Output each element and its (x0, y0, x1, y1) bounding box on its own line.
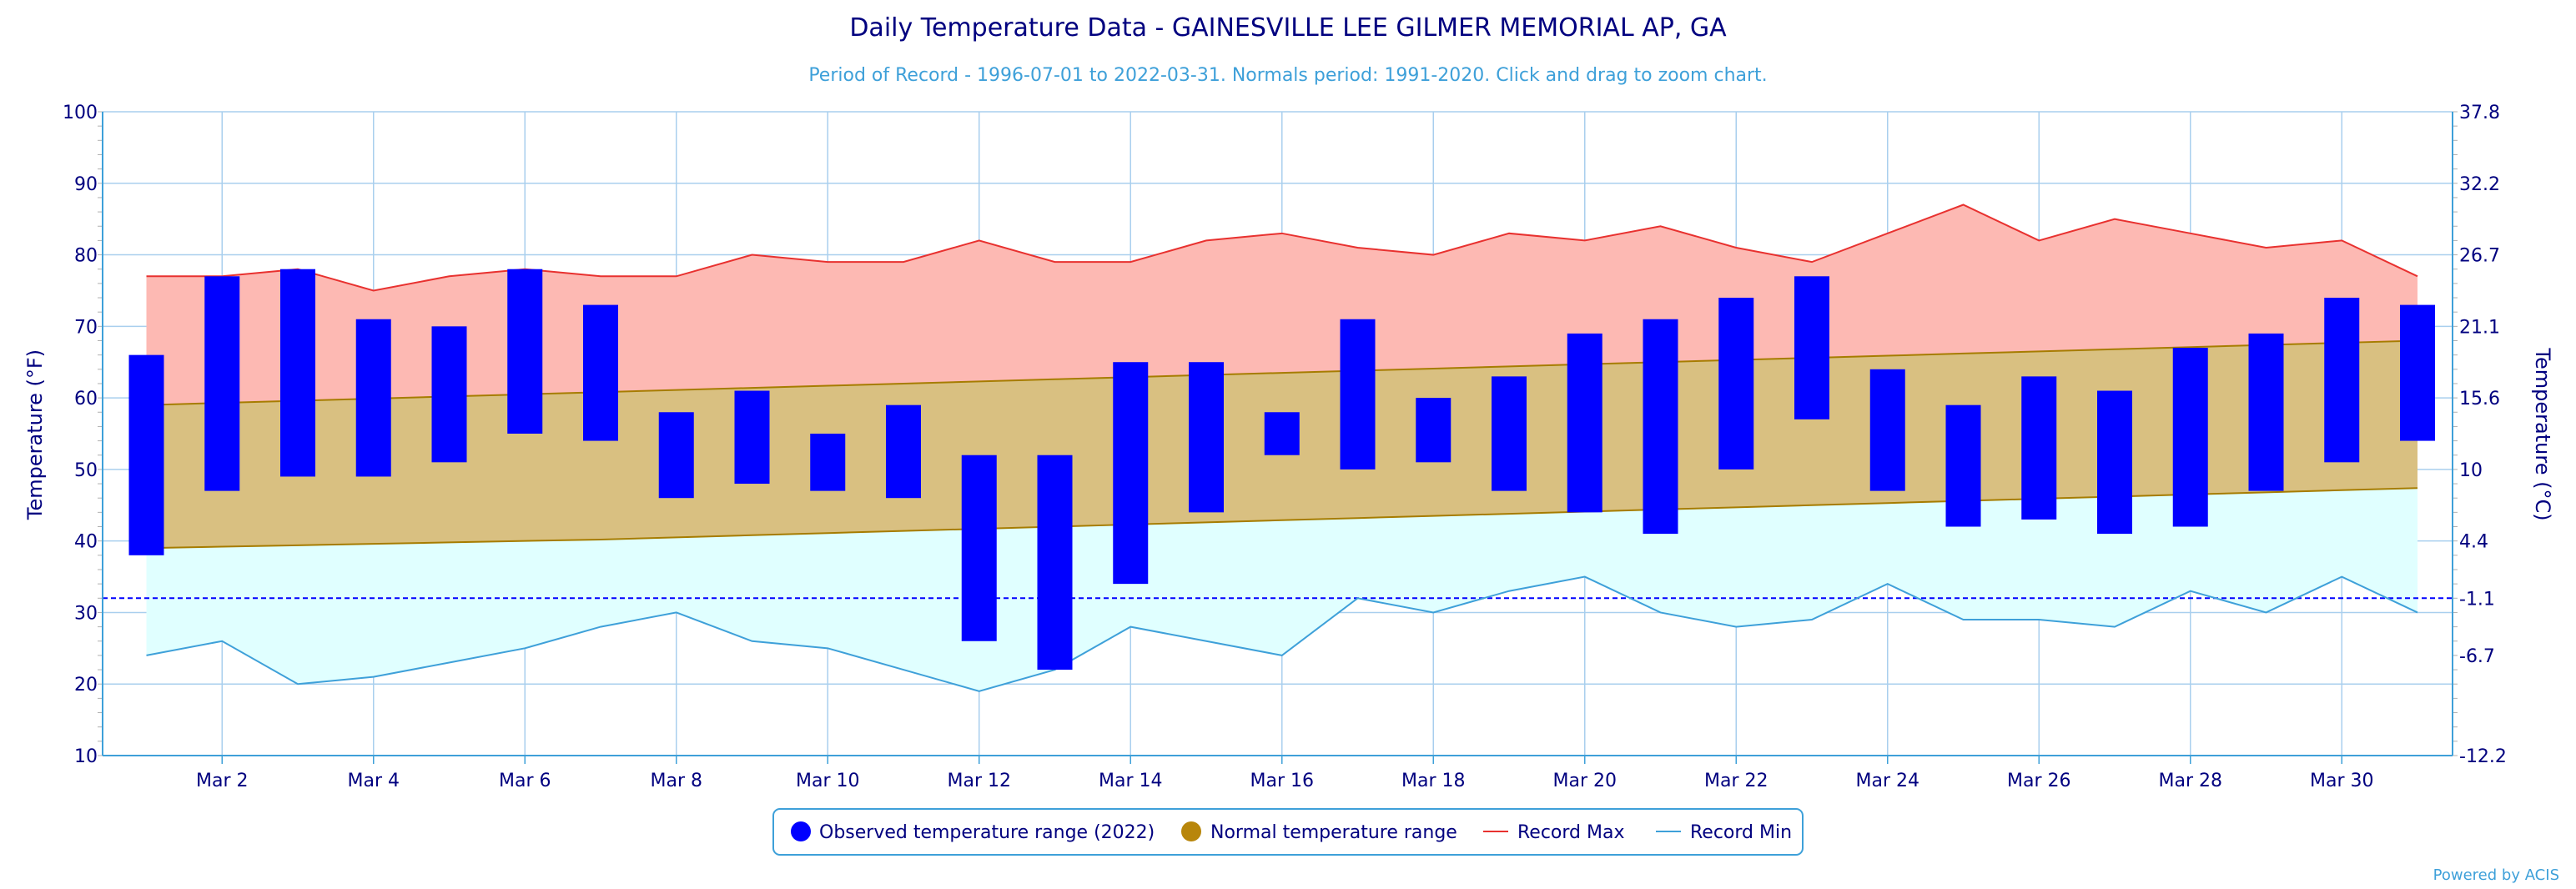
observed-bar-10 (810, 434, 846, 491)
x-tick-label: Mar 4 (348, 771, 400, 791)
x-tick-label: Mar 30 (2310, 771, 2374, 791)
y-tick-label-left: 20 (74, 675, 98, 696)
record-min-line (146, 575, 2418, 692)
x-tick-label: Mar 6 (499, 771, 551, 791)
y-tick-label-right: -12.2 (2459, 746, 2507, 767)
legend-label-record-min: Record Min (1690, 822, 1792, 843)
y-tick-label-left: 30 (74, 603, 98, 624)
observed-bar-23 (1794, 276, 1829, 419)
y-tick-label-right: 32.2 (2459, 174, 2500, 195)
y-tick-label-left: 40 (74, 532, 98, 553)
observed-bar-29 (2248, 333, 2284, 491)
observed-bar-11 (886, 404, 921, 499)
y-tick-label-left: 60 (74, 389, 98, 409)
y-tick-label-left: 50 (74, 460, 98, 481)
observed-bar-2 (204, 276, 240, 491)
y-tick-label-right: 4.4 (2459, 532, 2488, 553)
x-tick-label: Mar 26 (2007, 771, 2071, 791)
observed-bar-1 (128, 354, 164, 555)
legend-marker-normal (1181, 821, 1201, 841)
observed-bar-18 (1416, 398, 1452, 463)
legend-item-record-max[interactable]: Record Max (1483, 822, 1625, 843)
legend-item-observed[interactable]: Observed temperature range (2022) (791, 821, 1155, 843)
record-min-band (146, 488, 2418, 691)
x-tick-label: Mar 22 (1704, 771, 1768, 791)
observed-bar-20 (1567, 333, 1602, 513)
y-tick-label-left: 90 (74, 174, 98, 195)
record-max-band (146, 204, 2418, 405)
y-tick-label-right: 21.1 (2459, 317, 2500, 338)
observed-bar-25 (1945, 404, 1981, 527)
observed-bar-12 (961, 455, 997, 641)
y-tick-label-right: 15.6 (2459, 389, 2500, 409)
x-tick-label: Mar 20 (1553, 771, 1618, 791)
chart-title: Daily Temperature Data - GAINESVILLE LEE… (849, 13, 1727, 43)
observed-bar-19 (1492, 376, 1527, 491)
y-tick-label-right: 10 (2459, 460, 2483, 481)
legend-marker-observed (791, 821, 811, 841)
x-tick-label: Mar 12 (948, 771, 1012, 791)
observed-bar-6 (507, 269, 543, 434)
observed-bar-4 (355, 319, 391, 477)
legend: Observed temperature range (2022) Normal… (772, 808, 1804, 856)
observed-bar-15 (1189, 362, 1224, 513)
observed-bar-7 (583, 304, 618, 441)
y-tick-label-right: 26.7 (2459, 246, 2500, 267)
observed-bar-31 (2400, 304, 2435, 441)
observed-bar-24 (1869, 369, 1905, 491)
observed-bar-8 (658, 412, 694, 499)
y-tick-label-left: 70 (74, 317, 98, 338)
observed-bar-30 (2324, 298, 2360, 463)
y-tick-label-right: -6.7 (2459, 646, 2495, 667)
y-axis-title-right: Temperature (°C) (2531, 347, 2554, 520)
x-tick-label: Mar 10 (796, 771, 860, 791)
x-tick-label: Mar 2 (196, 771, 249, 791)
observed-bar-17 (1340, 319, 1376, 470)
chart-subtitle: Period of Record - 1996-07-01 to 2022-03… (808, 65, 1767, 86)
x-tick-label: Mar 14 (1099, 771, 1163, 791)
axis-layer: 10 20 30 40 50 60 70 80 90 100 -12.2 -6.7 -1.1 4.4 10 1… (63, 103, 2507, 791)
x-tick-label: Mar 8 (651, 771, 703, 791)
observed-bar-21 (1643, 319, 1678, 535)
observed-bar-27 (2097, 390, 2132, 535)
x-tick-label: Mar 28 (2159, 771, 2223, 791)
observed-bar-3 (280, 269, 315, 477)
legend-label-observed: Observed temperature range (2022) (819, 822, 1155, 843)
legend-label-normal: Normal temperature range (1210, 822, 1457, 843)
y-tick-label-left: 80 (74, 246, 98, 267)
x-tick-label: Mar 16 (1250, 771, 1315, 791)
legend-item-normal[interactable]: Normal temperature range (1181, 821, 1457, 843)
y-tick-label-left: 100 (63, 103, 98, 123)
y-axis-title-left: Temperature (°F) (23, 349, 47, 520)
observed-bar-28 (2172, 348, 2208, 527)
y-tick-label-right: -1.1 (2459, 589, 2495, 610)
x-tick-label: Mar 24 (1856, 771, 1920, 791)
y-tick-label-right: 37.8 (2459, 103, 2500, 123)
observed-bar-13 (1037, 455, 1073, 671)
observed-bars (128, 269, 2435, 671)
legend-box (772, 808, 1804, 856)
x-tick-label: Mar 18 (1401, 771, 1466, 791)
y-tick-label-left: 10 (74, 746, 98, 767)
observed-bar-26 (2021, 376, 2057, 520)
legend-item-record-min[interactable]: Record Min (1656, 822, 1792, 843)
observed-bar-9 (734, 390, 770, 485)
legend-label-record-max: Record Max (1517, 822, 1625, 843)
observed-bar-22 (1718, 298, 1754, 470)
observed-bar-14 (1113, 362, 1149, 585)
observed-bar-16 (1264, 412, 1300, 455)
observed-bar-5 (431, 326, 467, 463)
credit-link[interactable]: Powered by ACIS (2433, 866, 2559, 884)
